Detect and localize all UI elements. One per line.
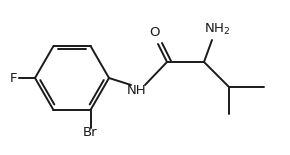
Text: F: F	[10, 71, 18, 84]
Text: NH: NH	[127, 84, 147, 97]
Text: O: O	[149, 26, 159, 38]
Text: Br: Br	[83, 126, 98, 139]
Text: NH$_2$: NH$_2$	[204, 21, 230, 37]
